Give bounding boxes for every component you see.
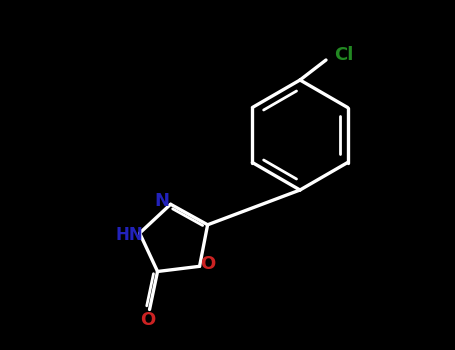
Text: O: O — [200, 256, 215, 273]
Text: Cl: Cl — [334, 46, 354, 64]
Text: O: O — [140, 312, 155, 329]
Text: HN: HN — [116, 226, 143, 244]
Text: N: N — [154, 192, 169, 210]
